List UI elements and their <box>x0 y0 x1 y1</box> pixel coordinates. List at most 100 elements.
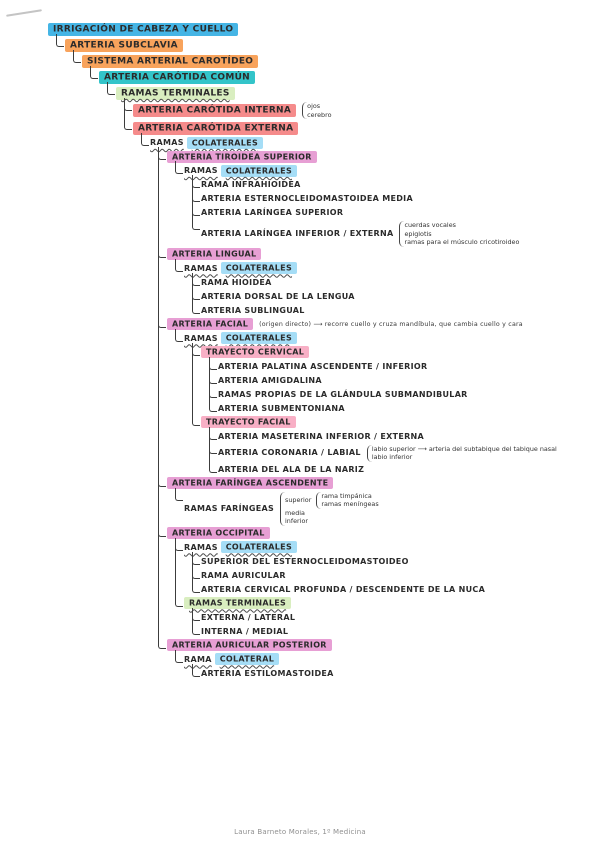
tree-node: ARTERIA LARÍNGEA SUPERIOR <box>192 203 557 222</box>
node-label: RAMA INFRAHIOIDEA <box>201 180 301 189</box>
node-label: ARTERIA SUBCLAVIA <box>65 38 183 52</box>
tree-node: INTERNA / MEDIAL <box>192 621 557 638</box>
fork-label: epiglotis <box>404 229 432 238</box>
fork-item: epiglotis <box>404 230 519 239</box>
tree-row: ARTERIA TIROIDEA SUPERIOR <box>167 150 557 163</box>
tree-row: RAMAS COLATERALES <box>150 136 557 149</box>
node-label: ARTERIA OCCIPITAL <box>167 527 270 539</box>
node-label: ARTERIA ESTILOMASTOIDEA <box>201 668 334 678</box>
node-label-prefix: RAMAS <box>184 263 218 273</box>
node-label-group: TRAYECTO CERVICAL <box>201 346 310 359</box>
tree-node: ARTERIA OCCIPITAL RAMAS COLATERALES SUPERIO… <box>158 523 557 641</box>
tree-row: ARTERIA OCCIPITAL <box>167 527 557 540</box>
node-label-group: RAMAS COLATERALES <box>184 164 298 177</box>
tree-row: ARTERIA AURICULAR POSTERIOR <box>167 639 557 652</box>
node-label: RAMA AURICULAR <box>201 570 286 580</box>
tree-row: SUPERIOR DEL ESTERNOCLEIDOMASTOIDEO <box>201 556 557 568</box>
node-children: RAMA INFRAHIOIDEA ARTERIA ESTERNOCLEIDOMA… <box>192 175 557 247</box>
tree-node: ARTERIA MASETERINA INFERIOR / EXTERNA <box>209 426 557 446</box>
node-children: RAMAS TERMINALES ARTERIA CARÓTIDA INTERNA… <box>107 82 557 680</box>
tree-row: ARTERIA ESTILOMASTOIDEA <box>201 668 557 680</box>
fork-label: superior <box>285 495 312 504</box>
tree-row: ARTERIA FARÍNGEA ASCENDENTE <box>167 477 557 490</box>
fork-connector: labio superior ⟶ arteria del subtabique … <box>366 444 557 462</box>
tree-node: RAMAS TERMINALES ARTERIA CARÓTIDA INTERNA… <box>107 82 557 680</box>
fork-connector: ojos cerebro <box>302 102 332 120</box>
tree-row: SISTEMA ARTERIAL CAROTÍDEO <box>82 54 557 68</box>
tree-node: TRAYECTO FACIAL ARTERIA MASETERINA INFERI… <box>192 412 557 476</box>
node-label: RAMAS PROPIAS DE LA GLÁNDULA SUBMANDIBUL… <box>218 389 468 399</box>
node-label-group: TRAYECTO FACIAL <box>201 416 296 429</box>
node-label-group: ARTERIA FARÍNGEA ASCENDENTE <box>167 477 334 490</box>
tree-node: ARTERIA CARÓTIDA INTERNA ojos cerebro <box>124 98 557 122</box>
node-children: ARTERIA PALATINA ASCENDENTE / INFERIOR AR… <box>209 356 557 415</box>
fork-item: labio superior ⟶ arteria del subtabique … <box>372 445 557 454</box>
node-label-group: SUPERIOR DEL ESTERNOCLEIDOMASTOIDEO <box>201 556 409 568</box>
node-label: ARTERIA DEL ALA DE LA NARIZ <box>218 464 365 474</box>
node-label-group: RAMA INFRAHIOIDEA <box>201 179 301 191</box>
node-label-prefix: RAMAS <box>150 138 184 147</box>
node-label-group: RAMAS PROPIAS DE LA GLÁNDULA SUBMANDIBUL… <box>218 389 468 401</box>
node-label: FARÍNGEAS <box>220 503 275 513</box>
fork-label: media <box>285 508 305 517</box>
fork-item: superior rama timpánica ramas meníngeas <box>285 491 379 509</box>
node-children: RAMAS COLATERALES SUPERIOR DEL ESTERNOCLEI… <box>175 537 557 638</box>
node-label: ARTERIA SUBLINGUAL <box>201 305 305 315</box>
fork-item: cerebro <box>307 111 331 120</box>
scan-corner-mark <box>6 9 42 17</box>
node-label-group: ARTERIA ESTERNOCLEIDOMASTOIDEA MEDIA <box>201 193 413 205</box>
node-label-group: ARTERIA LINGUAL <box>167 248 262 261</box>
tree-row: ARTERIA LARÍNGEA INFERIOR / EXTERNA cuerd… <box>201 221 557 247</box>
node-label-group: ARTERIA SUBMENTONIANA <box>218 403 345 415</box>
fork-label: inferior <box>285 517 308 525</box>
node-note: (origen directo) ⟶ recorre cuello y cruz… <box>259 321 523 328</box>
tree-row: ARTERIA AMIGDALINA <box>218 375 557 387</box>
tree-node: ARTERIA LARÍNGEA INFERIOR / EXTERNA cuerd… <box>192 217 557 247</box>
node-label-group: INTERNA / MEDIAL <box>201 626 288 638</box>
tree-node: RAMAS COLATERALES ARTERIA TIROIDEA SUPERIO… <box>141 133 557 680</box>
tree-node: RAMAS TERMINALES EXTERNA / LATERAL INTERNA… <box>175 593 557 638</box>
node-label: ARTERIA CARÓTIDA INTERNA <box>133 104 297 117</box>
fork-item: ramas meníngeas <box>321 500 378 509</box>
fork-label: rama timpánica <box>321 491 372 500</box>
node-label: ARTERIA SUBMENTONIANA <box>218 403 345 413</box>
fork-item: ojos <box>307 102 331 111</box>
tree-row: ARTERIA LARÍNGEA SUPERIOR <box>201 207 557 219</box>
node-label: ARTERIA MASETERINA INFERIOR / EXTERNA <box>218 431 425 441</box>
tree-row: RAMA HIOIDEA <box>201 277 557 289</box>
node-label: RAMAS TERMINALES <box>184 597 292 609</box>
tree-node: ARTERIA TIROIDEA SUPERIOR RAMAS COLATERALE… <box>158 147 557 249</box>
tree-node: RAMAS COLATERALES SUPERIOR DEL ESTERNOCLEI… <box>175 537 557 599</box>
tree-row: ARTERIA CORONARIA / LABIAL labio superior… <box>218 444 557 462</box>
tree-row: IRRIGACIÓN DE CABEZA Y CUELLO <box>48 22 557 36</box>
node-label: ARTERIA TIROIDEA SUPERIOR <box>167 150 317 163</box>
tree-row: ARTERIA CARÓTIDA INTERNA ojos cerebro <box>133 102 557 119</box>
tree-node: ARTERIA SUBMENTONIANA <box>209 398 557 415</box>
node-label-group: ARTERIA ESTILOMASTOIDEA <box>201 668 334 680</box>
node-label: ARTERIA AURICULAR POSTERIOR <box>167 639 332 651</box>
node-label-group: ARTERIA DEL ALA DE LA NARIZ <box>218 464 364 476</box>
tree-row: ARTERIA DORSAL DE LA LENGUA <box>201 291 557 303</box>
node-children: RAMA HIOIDEA ARTERIA DORSAL DE LA LENGUA A… <box>192 272 557 317</box>
tree-row: ARTERIA CARÓTIDA COMÚN <box>99 70 557 84</box>
node-label-group: RAMAS COLATERALES <box>184 332 298 345</box>
node-label-group: ARTERIA TIROIDEA SUPERIOR <box>167 150 317 163</box>
node-label-group: RAMAS COLATERALES <box>184 541 298 554</box>
node-label: ARTERIA FARÍNGEA ASCENDENTE <box>167 477 334 489</box>
node-label-group: RAMAS COLATERALES <box>184 262 298 275</box>
tree-node: ARTERIA ESTERNOCLEIDOMASTOIDEA MEDIA <box>192 189 557 208</box>
tree-node: RAMA HIOIDEA <box>192 272 557 292</box>
node-label-group: ARTERIA DORSAL DE LA LENGUA <box>201 291 355 303</box>
tree-node: ARTERIA ESTILOMASTOIDEA <box>192 663 557 680</box>
tree-node: ARTERIA LINGUAL RAMAS COLATERALES RAMA HIOI… <box>158 244 557 320</box>
node-label: TRAYECTO FACIAL <box>201 416 296 428</box>
node-label-group: RAMAS TERMINALES <box>116 86 235 100</box>
tree-node: RAMAS COLATERALES RAMA HIOIDEA ARTERIA DORS… <box>175 258 557 317</box>
tree-node: ARTERIA FARÍNGEA ASCENDENTE RAMAS FARÍNGEA… <box>158 473 557 529</box>
tree-row: ARTERIA SUBMENTONIANA <box>218 403 557 415</box>
tree-node: ARTERIA DEL ALA DE LA NARIZ <box>209 459 557 476</box>
tree-row: ARTERIA PALATINA ASCENDENTE / INFERIOR <box>218 361 557 373</box>
node-children: ARTERIA SUBCLAVIA SISTEMA ARTERIAL CAROTÍ… <box>56 34 557 680</box>
node-label-group: ARTERIA CERVICAL PROFUNDA / DESCENDENTE … <box>201 584 485 596</box>
tree-row: RAMAS TERMINALES <box>116 86 557 100</box>
